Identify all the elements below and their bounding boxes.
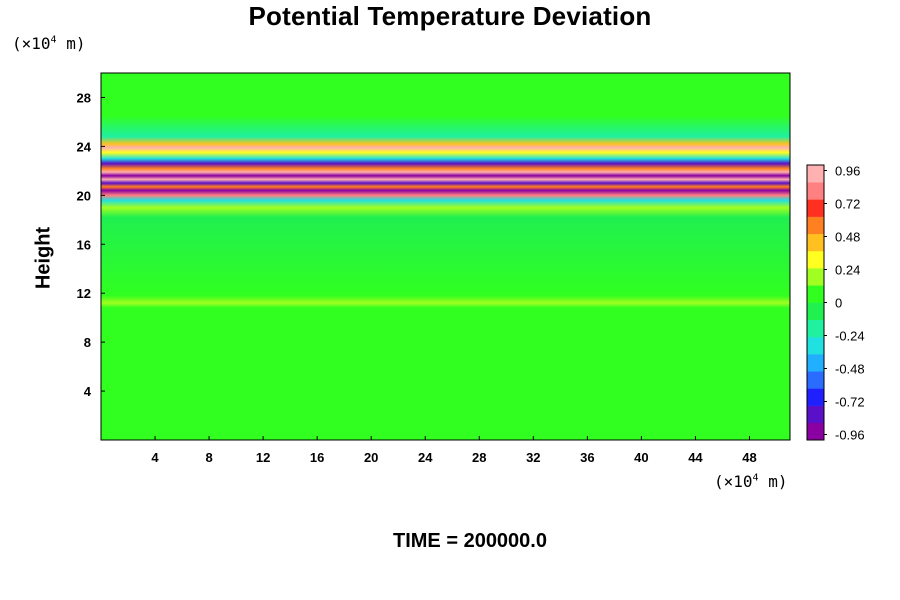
colorbar-tick-label: -0.72: [835, 395, 865, 410]
colorbar-tick-label: -0.96: [835, 428, 865, 443]
colorbar-tick-label: -0.48: [835, 362, 865, 377]
x-tick-label: 8: [205, 450, 212, 465]
heatmap-field: [101, 73, 790, 440]
colorbar-tick-label: 0.96: [835, 164, 860, 179]
colorbar-tick-label: 0.48: [835, 230, 860, 245]
colorbar-swatch: [807, 388, 824, 406]
colorbar-tick-label: -0.24: [835, 329, 865, 344]
time-label: TIME = 200000.0: [393, 530, 547, 552]
y-tick-label: 8: [84, 335, 91, 350]
x-tick-label: 48: [742, 450, 756, 465]
y-tick-label: 20: [77, 188, 91, 203]
colorbar-swatch: [807, 165, 824, 183]
colorbar-swatch: [807, 371, 824, 389]
colorbar-swatch: [807, 268, 824, 286]
x-tick-label: 32: [526, 450, 540, 465]
colorbar-swatch: [807, 319, 824, 338]
colorbar-swatch: [807, 354, 824, 372]
colorbar-swatch: [807, 405, 824, 424]
x-tick-label: 40: [634, 450, 648, 465]
x-tick-label: 44: [688, 450, 703, 465]
x-tick-label: 4: [151, 450, 159, 465]
x-tick-label: 12: [256, 450, 270, 465]
colorbar-swatch: [807, 336, 824, 355]
colorbar-swatch: [807, 182, 824, 200]
y-tick-label: 12: [77, 286, 91, 301]
colorbar-tick-label: 0: [835, 296, 842, 311]
colorbar-swatch: [807, 216, 824, 235]
colorbar-tick-label: 0.24: [835, 263, 860, 278]
x-tick-label: 20: [364, 450, 378, 465]
plot-frame: [100, 72, 791, 441]
y-tick-label: 24: [77, 139, 92, 154]
colorbar-swatch: [807, 250, 824, 269]
y-tick-label: 4: [84, 384, 92, 399]
x-tick-label: 16: [310, 450, 324, 465]
x-tick-label: 24: [418, 450, 433, 465]
colorbar-swatch: [807, 199, 824, 217]
colorbar-tick-label: 0.72: [835, 197, 860, 212]
chart-title: Potential Temperature Deviation: [248, 1, 652, 31]
colorbar-swatch: [807, 285, 824, 303]
colorbar-swatch: [807, 302, 824, 320]
y-tick-label: 16: [77, 237, 91, 252]
x-axis-unit: (×104 m): [714, 472, 788, 491]
y-tick-label: 28: [77, 90, 91, 105]
colorbar-swatch: [807, 422, 824, 441]
y-axis-unit: (×104 m): [12, 34, 86, 53]
x-tick-label: 36: [580, 450, 594, 465]
colorbar-swatch: [807, 233, 824, 252]
x-tick-label: 28: [472, 450, 486, 465]
